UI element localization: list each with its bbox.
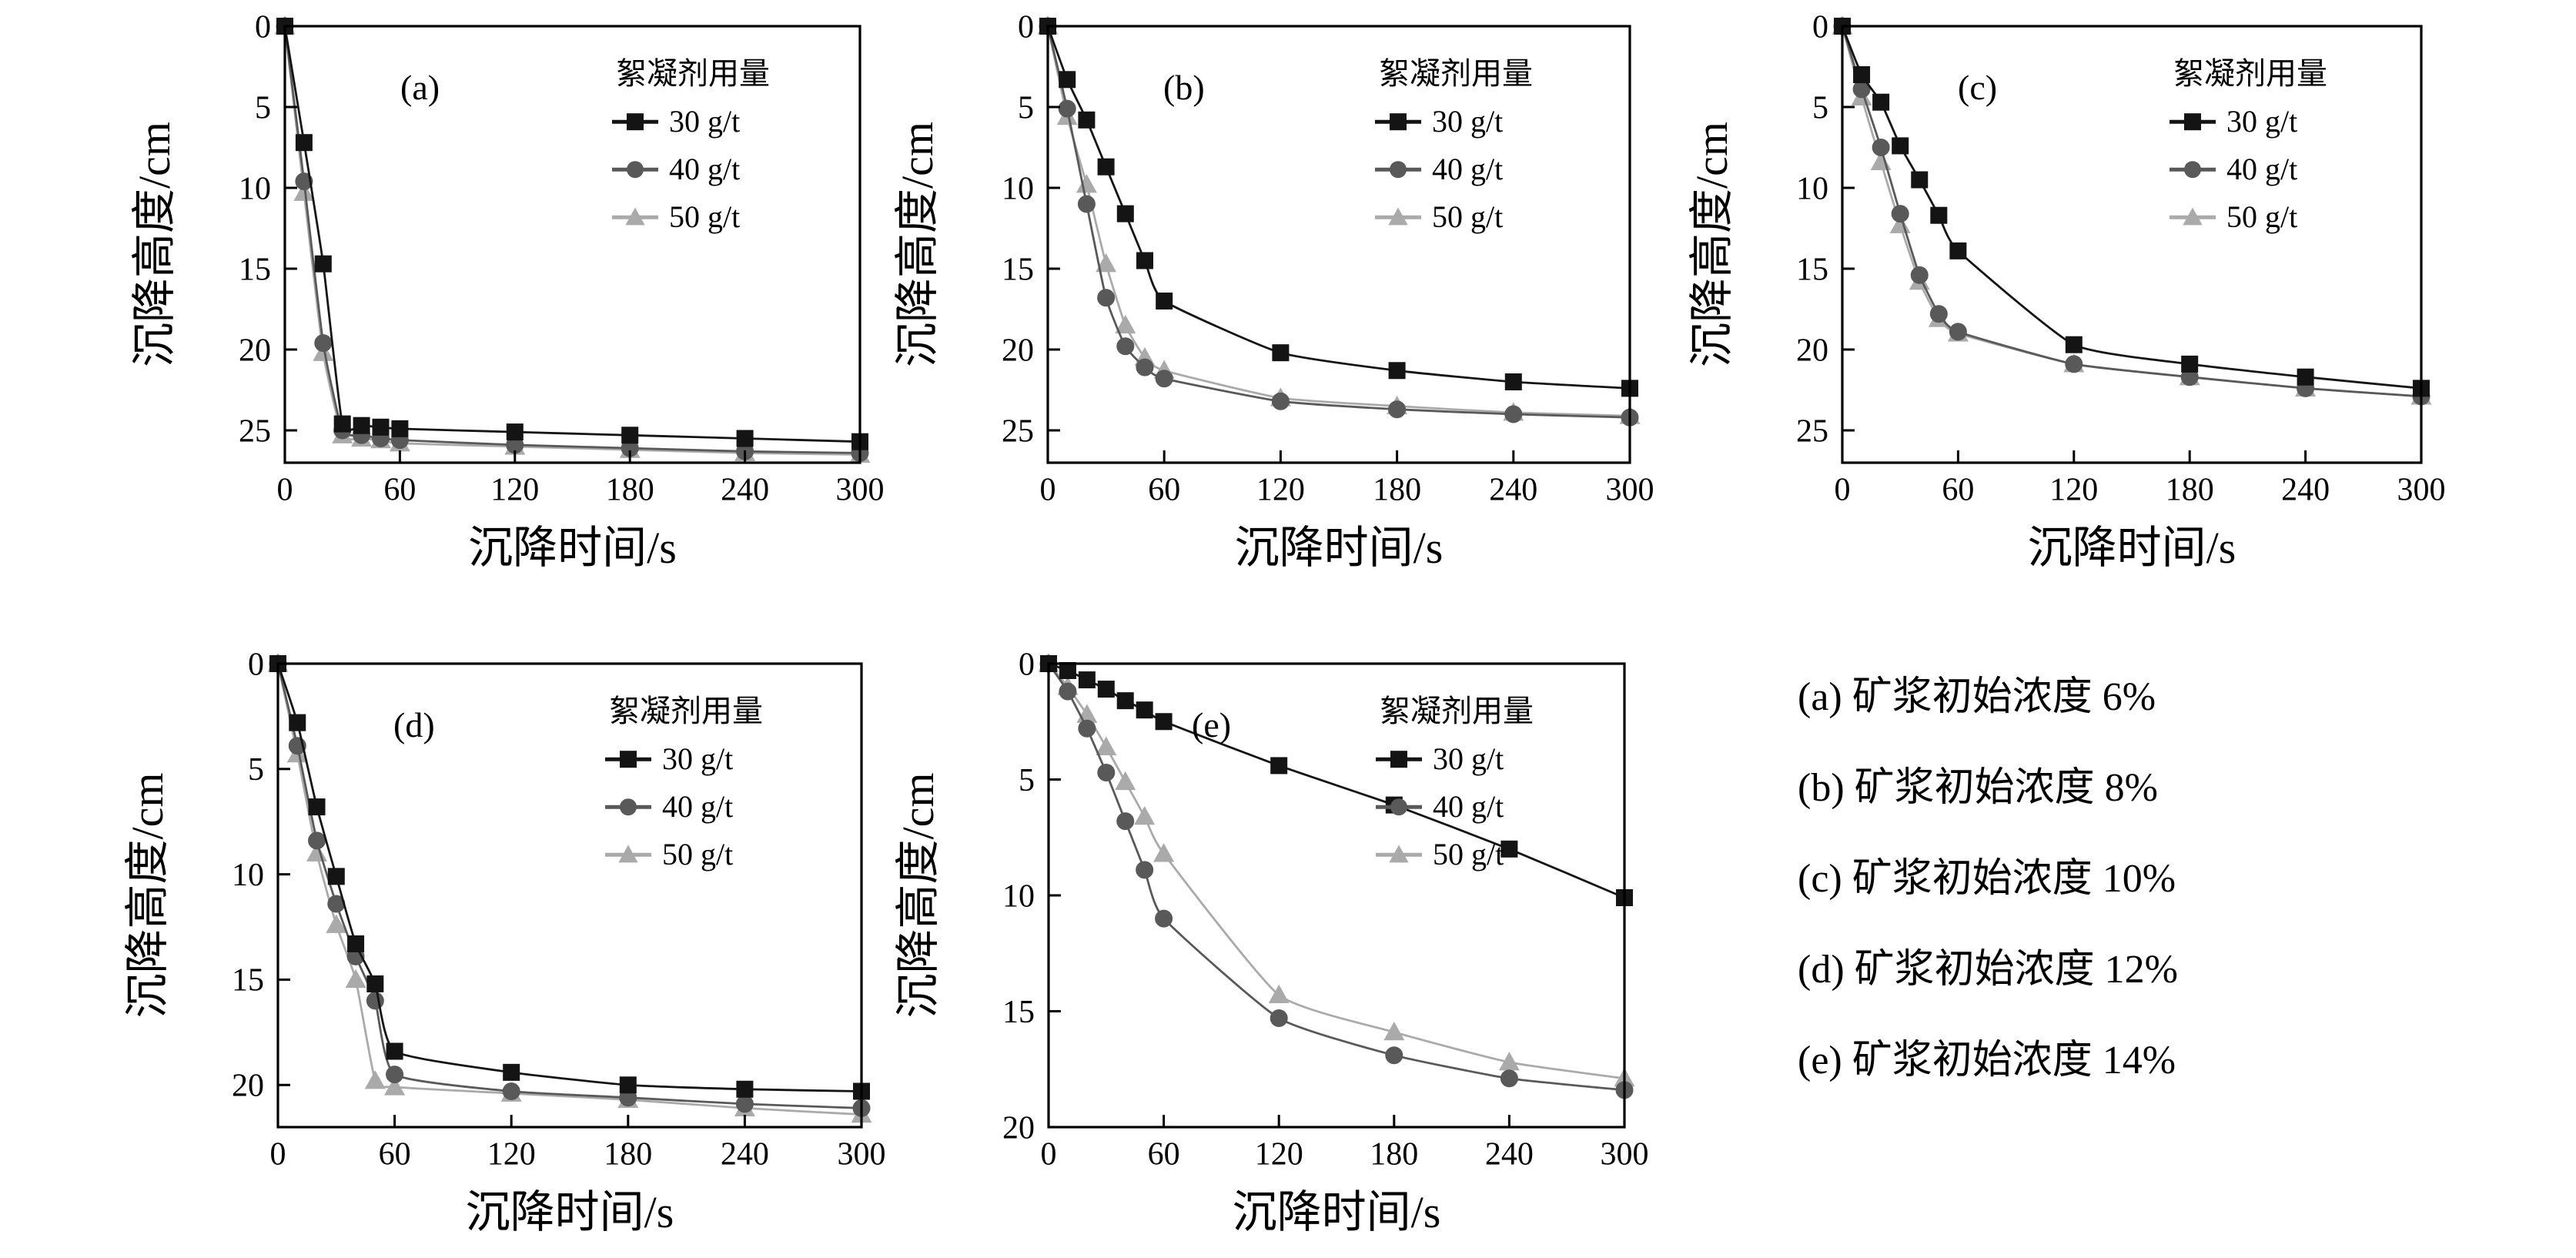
svg-text:40 g/t: 40 g/t	[1432, 152, 1503, 186]
svg-text:(a): (a)	[400, 68, 440, 107]
svg-text:5: 5	[1018, 90, 1034, 125]
svg-text:30 g/t: 30 g/t	[669, 104, 740, 139]
svg-text:絮凝剂用量: 絮凝剂用量	[616, 56, 770, 91]
svg-text:(c): (c)	[1958, 68, 1997, 107]
svg-text:0: 0	[270, 1136, 286, 1172]
svg-text:60: 60	[1148, 1136, 1180, 1172]
svg-text:15: 15	[239, 252, 271, 287]
svg-text:沉降高度/cm: 沉降高度/cm	[122, 773, 172, 1019]
svg-text:60: 60	[1942, 472, 1974, 507]
svg-text:50 g/t: 50 g/t	[662, 837, 733, 872]
svg-text:15: 15	[1002, 995, 1035, 1030]
svg-text:5: 5	[248, 752, 264, 788]
svg-text:10: 10	[1796, 171, 1828, 206]
svg-text:240: 240	[2281, 472, 2330, 507]
svg-text:(d): (d)	[393, 705, 435, 744]
svg-text:(b) 矿浆初始浓度 8%: (b) 矿浆初始浓度 8%	[1798, 766, 2158, 810]
svg-text:30 g/t: 30 g/t	[2226, 104, 2297, 139]
svg-text:沉降高度/cm: 沉降高度/cm	[1687, 122, 1737, 367]
svg-text:60: 60	[1148, 472, 1180, 507]
svg-text:60: 60	[383, 472, 416, 507]
svg-text:60: 60	[379, 1136, 411, 1172]
svg-text:0: 0	[1018, 9, 1034, 45]
svg-text:10: 10	[1002, 878, 1035, 914]
svg-text:0: 0	[1041, 1136, 1057, 1172]
svg-text:10: 10	[232, 858, 264, 893]
svg-text:(c) 矿浆初始浓度 10%: (c) 矿浆初始浓度 10%	[1798, 857, 2176, 901]
svg-text:50 g/t: 50 g/t	[1433, 837, 1504, 872]
svg-text:120: 120	[487, 1136, 536, 1172]
svg-text:沉降时间/s: 沉降时间/s	[1235, 523, 1444, 573]
svg-text:120: 120	[490, 472, 539, 507]
svg-text:(d) 矿浆初始浓度 12%: (d) 矿浆初始浓度 12%	[1798, 948, 2178, 992]
svg-text:40 g/t: 40 g/t	[669, 152, 740, 186]
svg-text:20: 20	[1796, 333, 1828, 368]
svg-text:40 g/t: 40 g/t	[1433, 789, 1504, 824]
svg-text:0: 0	[255, 9, 271, 45]
svg-text:300: 300	[1606, 472, 1654, 507]
svg-text:沉降时间/s: 沉降时间/s	[466, 1187, 674, 1237]
svg-text:絮凝剂用量: 絮凝剂用量	[2173, 56, 2327, 91]
svg-text:50 g/t: 50 g/t	[1432, 199, 1503, 234]
svg-text:20: 20	[232, 1069, 264, 1104]
svg-text:180: 180	[606, 472, 654, 507]
svg-text:120: 120	[2049, 472, 2098, 507]
svg-text:5: 5	[255, 90, 271, 125]
svg-text:40 g/t: 40 g/t	[662, 789, 733, 824]
svg-text:10: 10	[1002, 171, 1034, 206]
svg-text:20: 20	[1002, 1110, 1035, 1146]
svg-text:300: 300	[1601, 1136, 1649, 1172]
svg-text:(a) 矿浆初始浓度 6%: (a) 矿浆初始浓度 6%	[1798, 675, 2156, 719]
svg-text:5: 5	[1812, 90, 1828, 125]
svg-text:240: 240	[721, 1136, 769, 1172]
svg-text:120: 120	[1255, 1136, 1303, 1172]
svg-text:0: 0	[1835, 472, 1851, 507]
svg-text:40 g/t: 40 g/t	[2226, 152, 2297, 186]
svg-text:50 g/t: 50 g/t	[669, 199, 740, 234]
svg-text:240: 240	[1489, 472, 1537, 507]
svg-text:300: 300	[836, 472, 885, 507]
svg-text:沉降时间/s: 沉降时间/s	[468, 523, 677, 573]
svg-text:15: 15	[1796, 252, 1828, 287]
svg-text:180: 180	[604, 1136, 652, 1172]
svg-text:120: 120	[1256, 472, 1305, 507]
svg-text:180: 180	[2166, 472, 2214, 507]
svg-text:10: 10	[239, 171, 271, 206]
svg-text:20: 20	[1002, 333, 1034, 368]
svg-text:25: 25	[239, 413, 271, 449]
svg-text:25: 25	[1002, 413, 1034, 449]
svg-text:240: 240	[1485, 1136, 1534, 1172]
svg-text:180: 180	[1370, 1136, 1418, 1172]
svg-text:絮凝剂用量: 絮凝剂用量	[1379, 56, 1533, 91]
svg-text:25: 25	[1796, 413, 1828, 449]
svg-text:0: 0	[1812, 9, 1828, 45]
svg-text:(e): (e)	[1192, 705, 1231, 744]
svg-text:0: 0	[1040, 472, 1056, 507]
svg-text:15: 15	[1002, 252, 1034, 287]
svg-text:0: 0	[248, 647, 264, 682]
svg-text:300: 300	[2397, 472, 2446, 507]
svg-text:沉降高度/cm: 沉降高度/cm	[893, 773, 943, 1019]
svg-text:5: 5	[1019, 763, 1035, 798]
svg-text:沉降时间/s: 沉降时间/s	[1233, 1187, 1441, 1237]
svg-text:300: 300	[838, 1136, 886, 1172]
svg-text:30 g/t: 30 g/t	[1432, 104, 1503, 139]
svg-text:沉降高度/cm: 沉降高度/cm	[129, 122, 179, 367]
svg-text:絮凝剂用量: 絮凝剂用量	[609, 694, 763, 728]
svg-text:240: 240	[721, 472, 769, 507]
svg-text:0: 0	[277, 472, 293, 507]
svg-text:(e) 矿浆初始浓度 14%: (e) 矿浆初始浓度 14%	[1798, 1039, 2176, 1082]
svg-text:30 g/t: 30 g/t	[662, 741, 733, 776]
svg-text:15: 15	[232, 963, 264, 999]
svg-text:絮凝剂用量: 絮凝剂用量	[1380, 694, 1534, 728]
svg-text:沉降时间/s: 沉降时间/s	[2028, 523, 2236, 573]
svg-text:(b): (b)	[1163, 68, 1205, 107]
svg-text:沉降高度/cm: 沉降高度/cm	[892, 122, 942, 367]
svg-text:20: 20	[239, 333, 271, 368]
svg-text:180: 180	[1373, 472, 1421, 507]
svg-text:50 g/t: 50 g/t	[2226, 199, 2297, 234]
svg-text:0: 0	[1019, 647, 1035, 682]
svg-text:30 g/t: 30 g/t	[1433, 741, 1504, 776]
